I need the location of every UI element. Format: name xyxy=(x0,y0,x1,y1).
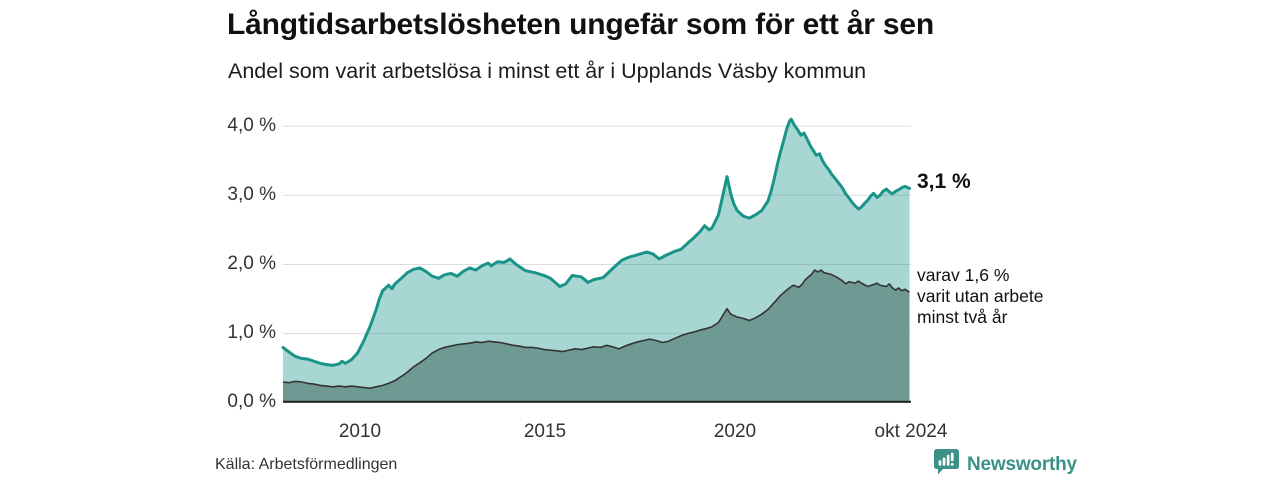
source-note: Källa: Arbetsförmedlingen xyxy=(215,456,398,473)
y-axis-tick-1: 1,0 % xyxy=(227,322,276,343)
series-total-end-label: 3,1 % xyxy=(917,170,971,193)
series-subset-end-label: varav 1,6 % varit utan arbete minst två … xyxy=(917,265,1043,328)
newsworthy-logo-icon xyxy=(933,448,960,481)
area-chart xyxy=(281,117,911,403)
chart-subtitle: Andel som varit arbetslösa i minst ett å… xyxy=(228,59,867,83)
y-axis-tick-3: 3,0 % xyxy=(227,184,276,205)
x-axis-tick-2020: 2020 xyxy=(713,421,757,442)
newsworthy-logo[interactable]: Newsworthy xyxy=(933,448,1077,481)
plot-area xyxy=(281,117,911,403)
newsworthy-wordmark: Newsworthy xyxy=(967,453,1077,475)
line-subset xyxy=(282,269,910,390)
series-subset-end-label-line1: varav 1,6 % xyxy=(917,265,1010,285)
x-axis-tick-okt-2024: okt 2024 xyxy=(874,421,948,442)
y-axis-tick-4: 4,0 % xyxy=(227,115,276,136)
x-axis-tick-2015: 2015 xyxy=(523,421,567,442)
line-total xyxy=(281,117,911,367)
area-subset xyxy=(283,270,910,403)
y-axis-tick-0: 0,0 % xyxy=(227,391,276,412)
page-title: Långtidsarbetslösheten ungefär som för e… xyxy=(227,8,935,41)
series-subset-end-label-line2: varit utan arbete xyxy=(917,286,1044,306)
x-axis-tick-2010: 2010 xyxy=(338,421,382,442)
y-axis-tick-2: 2,0 % xyxy=(227,253,276,274)
series-subset-end-label-line3: minst två år xyxy=(917,307,1008,327)
